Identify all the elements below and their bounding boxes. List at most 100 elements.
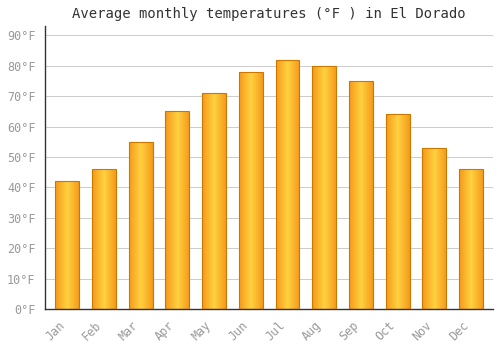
Bar <box>213 93 214 309</box>
Bar <box>365 81 366 309</box>
Bar <box>57 181 58 309</box>
Bar <box>461 169 462 309</box>
Bar <box>350 81 352 309</box>
Bar <box>403 114 404 309</box>
Bar <box>208 93 210 309</box>
Bar <box>224 93 225 309</box>
Bar <box>241 72 242 309</box>
Bar <box>218 93 219 309</box>
Bar <box>406 114 407 309</box>
Bar <box>279 60 280 309</box>
Bar <box>64 181 65 309</box>
Bar <box>202 93 226 309</box>
Bar <box>476 169 477 309</box>
Bar <box>460 169 461 309</box>
Bar <box>353 81 354 309</box>
Bar <box>188 111 190 309</box>
Bar <box>404 114 405 309</box>
Bar <box>252 72 253 309</box>
Bar <box>146 142 147 309</box>
Bar <box>217 93 218 309</box>
Bar <box>173 111 174 309</box>
Bar <box>248 72 249 309</box>
Bar <box>465 169 466 309</box>
Bar <box>138 142 139 309</box>
Bar <box>149 142 150 309</box>
Bar <box>136 142 137 309</box>
Bar <box>391 114 392 309</box>
Bar <box>106 169 107 309</box>
Bar <box>261 72 262 309</box>
Bar <box>242 72 243 309</box>
Bar <box>100 169 101 309</box>
Bar <box>322 66 323 309</box>
Bar <box>115 169 116 309</box>
Bar <box>320 66 321 309</box>
Bar <box>290 60 291 309</box>
Bar <box>98 169 99 309</box>
Bar <box>92 169 116 309</box>
Bar <box>56 181 79 309</box>
Bar <box>202 93 203 309</box>
Bar <box>402 114 403 309</box>
Bar <box>128 142 152 309</box>
Bar <box>422 148 423 309</box>
Bar <box>362 81 364 309</box>
Bar <box>442 148 444 309</box>
Bar <box>94 169 95 309</box>
Bar <box>276 60 299 309</box>
Bar <box>298 60 299 309</box>
Bar <box>359 81 360 309</box>
Bar <box>470 169 471 309</box>
Bar <box>439 148 440 309</box>
Bar <box>168 111 169 309</box>
Bar <box>423 148 424 309</box>
Bar <box>250 72 251 309</box>
Bar <box>282 60 284 309</box>
Bar <box>429 148 430 309</box>
Bar <box>466 169 467 309</box>
Bar <box>244 72 245 309</box>
Bar <box>180 111 181 309</box>
Bar <box>428 148 429 309</box>
Bar <box>105 169 106 309</box>
Bar <box>334 66 335 309</box>
Bar <box>130 142 131 309</box>
Bar <box>104 169 105 309</box>
Bar <box>256 72 258 309</box>
Bar <box>205 93 206 309</box>
Bar <box>369 81 370 309</box>
Bar <box>400 114 401 309</box>
Bar <box>62 181 63 309</box>
Bar <box>459 169 483 309</box>
Bar <box>278 60 279 309</box>
Bar <box>367 81 368 309</box>
Bar <box>71 181 72 309</box>
Bar <box>251 72 252 309</box>
Bar <box>142 142 143 309</box>
Bar <box>387 114 388 309</box>
Bar <box>395 114 396 309</box>
Bar <box>444 148 445 309</box>
Bar <box>294 60 295 309</box>
Bar <box>335 66 336 309</box>
Bar <box>319 66 320 309</box>
Bar <box>141 142 142 309</box>
Bar <box>211 93 212 309</box>
Bar <box>131 142 132 309</box>
Bar <box>207 93 208 309</box>
Bar <box>314 66 315 309</box>
Bar <box>68 181 69 309</box>
Bar <box>467 169 468 309</box>
Bar <box>407 114 408 309</box>
Bar <box>166 111 167 309</box>
Bar <box>399 114 400 309</box>
Bar <box>472 169 473 309</box>
Bar <box>396 114 397 309</box>
Bar <box>145 142 146 309</box>
Bar <box>92 169 93 309</box>
Title: Average monthly temperatures (°F ) in El Dorado: Average monthly temperatures (°F ) in El… <box>72 7 466 21</box>
Bar <box>245 72 246 309</box>
Bar <box>144 142 145 309</box>
Bar <box>315 66 316 309</box>
